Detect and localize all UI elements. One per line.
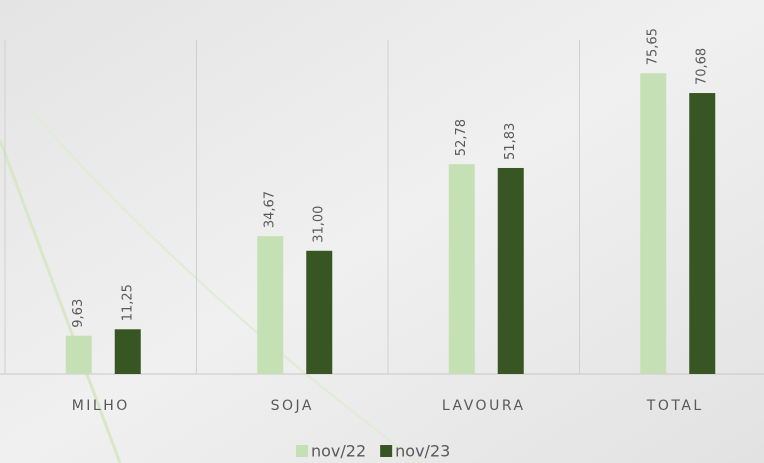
- data-label: 31,00: [312, 206, 327, 243]
- bar: [497, 167, 524, 374]
- legend-label: nov/22: [311, 442, 366, 461]
- x-tick-label: SOJA: [271, 398, 314, 414]
- bar: [257, 236, 284, 374]
- data-label: 52,78: [454, 119, 469, 156]
- data-label: 11,25: [120, 284, 135, 321]
- bar: [640, 73, 667, 374]
- data-label: 75,65: [646, 28, 661, 65]
- bar: [114, 329, 141, 374]
- x-tick-label: LAVOURA: [442, 398, 526, 414]
- decoration: [0, 139, 122, 463]
- bar: [689, 93, 716, 374]
- legend-swatch: [380, 445, 393, 457]
- data-label: 34,67: [263, 191, 278, 228]
- x-tick-label: TOTAL: [646, 398, 704, 414]
- legend-swatch: [296, 445, 308, 457]
- data-label: 9,63: [71, 299, 86, 328]
- legend-label: nov/23: [395, 442, 450, 461]
- bar: [65, 335, 92, 374]
- decoration: [29, 109, 421, 463]
- bar: [448, 164, 475, 374]
- data-label: 51,83: [503, 123, 518, 160]
- x-tick-label: MILHO: [72, 398, 130, 414]
- data-label: 70,68: [695, 48, 710, 85]
- bar: [306, 250, 333, 374]
